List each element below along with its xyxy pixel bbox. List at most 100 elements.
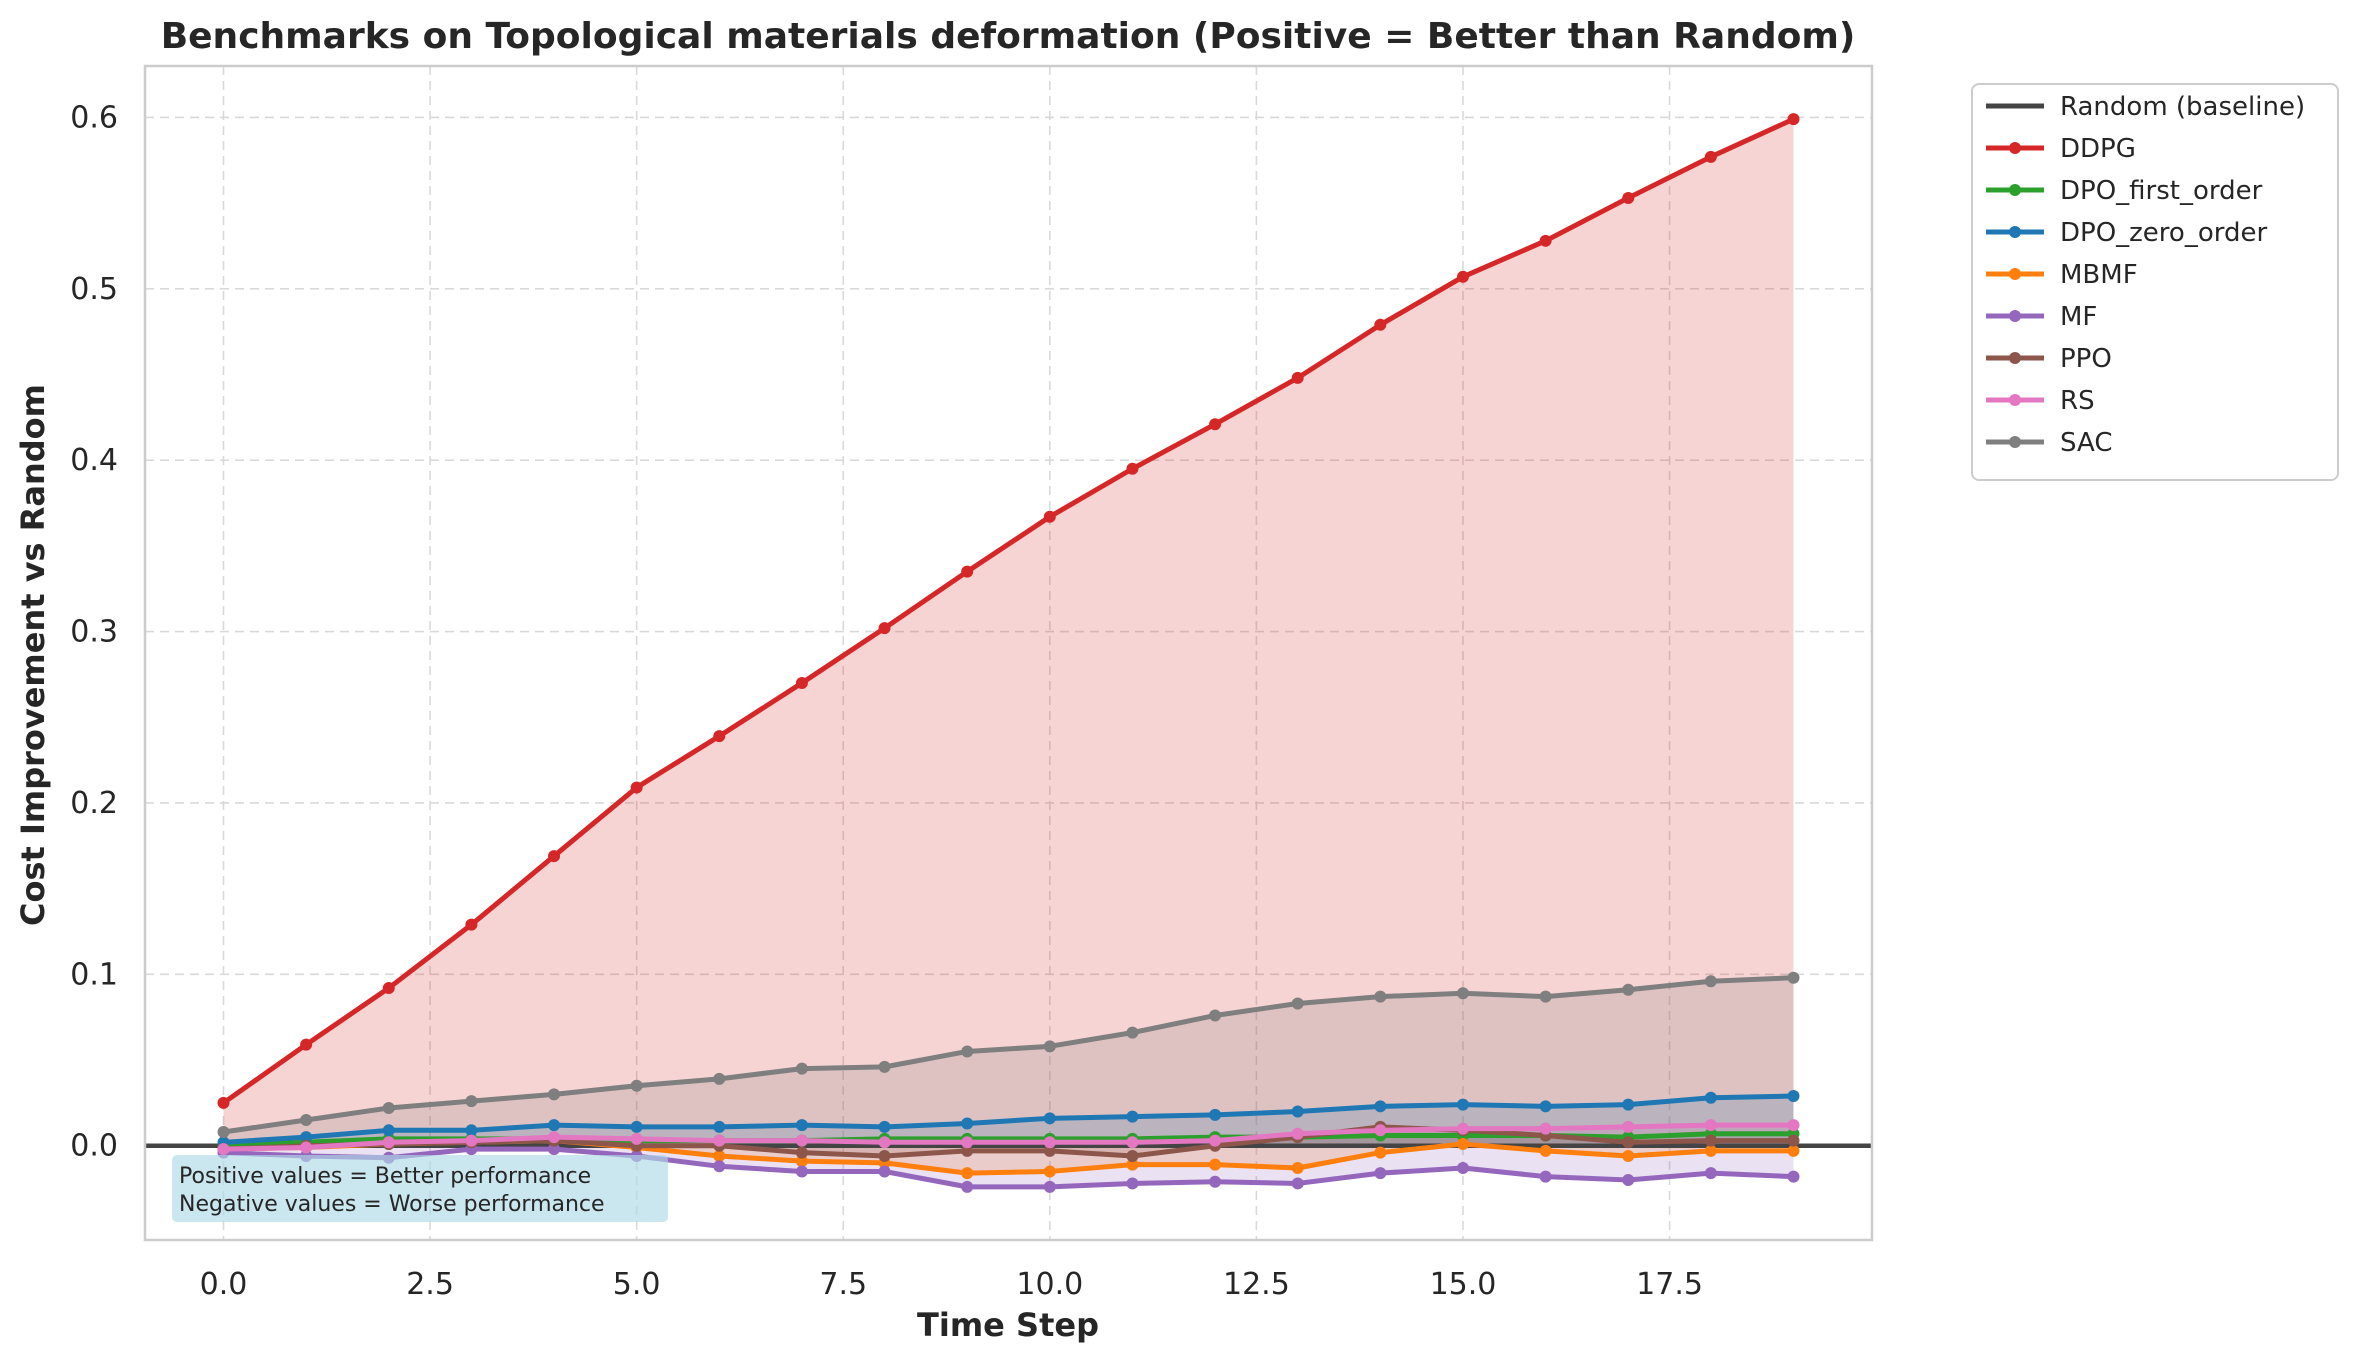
data-point — [1539, 1144, 1552, 1157]
x-tick-label: 12.5 — [1223, 1267, 1290, 1302]
data-point — [795, 1062, 808, 1075]
data-point — [1209, 418, 1222, 431]
data-point — [1622, 191, 1635, 204]
data-point — [1704, 1144, 1717, 1157]
data-point — [961, 1144, 974, 1157]
data-point — [878, 622, 891, 635]
data-point — [1622, 1150, 1635, 1163]
series-line-ddpg — [221, 116, 1796, 1106]
legend-marker — [2009, 268, 2021, 280]
data-point — [1539, 1122, 1552, 1135]
legend-label: MF — [2060, 302, 2097, 332]
annotation-line-1: Positive values = Better performance — [179, 1164, 591, 1189]
legend-item: Random (baseline) — [1986, 92, 2305, 122]
legend-marker — [2009, 436, 2021, 448]
data-point — [300, 1038, 313, 1051]
data-point — [1043, 1040, 1056, 1053]
data-point — [1291, 1162, 1304, 1175]
data-point — [1704, 1119, 1717, 1132]
data-point — [1456, 1098, 1469, 1111]
data-point — [1374, 1124, 1387, 1137]
legend-label: SAC — [2060, 428, 2112, 458]
data-point — [713, 1150, 726, 1163]
data-point — [465, 1095, 478, 1108]
data-point — [1456, 270, 1469, 283]
legend-marker — [2009, 352, 2021, 364]
annotation-box: Positive values = Better performance Neg… — [172, 1155, 668, 1222]
chart-title: Benchmarks on Topological materials defo… — [161, 16, 1856, 57]
data-point — [713, 1160, 726, 1173]
data-point — [1374, 318, 1387, 331]
data-point — [465, 1124, 478, 1137]
annotation-background — [172, 1155, 668, 1222]
fill-mf — [223, 1145, 1794, 1187]
data-point — [713, 1072, 726, 1085]
series-rs — [217, 1119, 1800, 1156]
data-point — [548, 1131, 561, 1144]
data-point — [1787, 1134, 1800, 1147]
data-point — [1126, 1150, 1139, 1163]
data-point — [548, 850, 561, 863]
y-axis-label: Cost Improvement vs Random — [14, 384, 52, 926]
data-point — [1126, 1110, 1139, 1123]
series-line-rs — [221, 1122, 1796, 1152]
legend-marker — [2009, 310, 2021, 322]
data-point — [795, 1134, 808, 1147]
data-point — [1291, 1127, 1304, 1140]
data-point — [1704, 1134, 1717, 1147]
y-tick-label: 0.3 — [70, 615, 118, 650]
data-point — [1209, 1175, 1222, 1188]
data-point — [1787, 113, 1800, 126]
series-line-sac — [221, 975, 1796, 1135]
data-point — [1622, 983, 1635, 996]
annotation-line-2: Negative values = Worse performance — [179, 1192, 605, 1217]
data-point — [1209, 1158, 1222, 1171]
data-point — [548, 1088, 561, 1101]
legend-item: DDPG — [1986, 134, 2136, 164]
legend-marker — [2009, 394, 2021, 406]
data-point — [548, 1143, 561, 1156]
data-point — [878, 1150, 891, 1163]
data-point — [300, 1141, 313, 1154]
data-point — [382, 1124, 395, 1137]
data-point — [1291, 371, 1304, 384]
y-tick-label: 0.1 — [70, 957, 118, 992]
series-line-mf — [221, 1146, 1796, 1190]
legend-marker — [2009, 226, 2021, 238]
data-point — [630, 1079, 643, 1092]
data-point — [465, 1134, 478, 1147]
tick-labels: 0.0 2.5 5.0 7.5 10.0 12.5 15.0 17.5 0.0 0.1 0.2 0.3… — [70, 100, 1703, 1302]
data-point — [1126, 1026, 1139, 1039]
data-point — [300, 1131, 313, 1144]
data-point — [1787, 1170, 1800, 1183]
x-tick-label: 2.5 — [406, 1267, 454, 1302]
y-tick-label: 0.2 — [70, 786, 118, 821]
legend-label: MBMF — [2060, 260, 2138, 290]
data-point — [1209, 1009, 1222, 1022]
data-point — [217, 1096, 230, 1109]
data-point — [795, 1165, 808, 1178]
data-point — [1704, 1091, 1717, 1104]
data-point — [1374, 1167, 1387, 1180]
data-point — [382, 1136, 395, 1149]
data-point — [630, 781, 643, 794]
data-point — [465, 918, 478, 931]
data-point — [1291, 997, 1304, 1010]
x-tick-label: 0.0 — [200, 1267, 248, 1302]
series-dpo-zero-order — [217, 1090, 1800, 1149]
x-tick-label: 15.0 — [1430, 1267, 1497, 1302]
data-point — [961, 1117, 974, 1130]
data-point — [1043, 1112, 1056, 1125]
data-point — [1704, 150, 1717, 163]
x-tick-label: 10.0 — [1016, 1267, 1083, 1302]
x-axis-label: Time Step — [917, 1306, 1099, 1344]
data-point — [1622, 1120, 1635, 1133]
legend-frame — [1971, 83, 2339, 481]
data-point — [1043, 1144, 1056, 1157]
data-point — [1704, 1167, 1717, 1180]
y-tick-label: 0.5 — [70, 272, 118, 307]
data-point — [1622, 1174, 1635, 1187]
data-point — [961, 565, 974, 578]
data-point — [961, 1180, 974, 1193]
